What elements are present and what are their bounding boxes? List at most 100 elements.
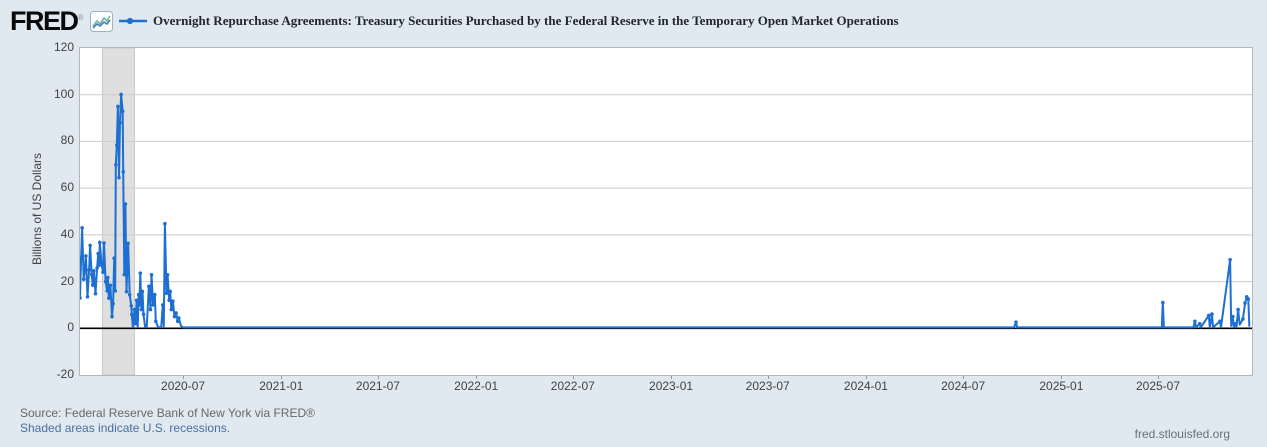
data-point-marker[interactable] bbox=[137, 303, 142, 307]
data-point-marker[interactable] bbox=[1218, 319, 1222, 324]
data-point-marker[interactable] bbox=[97, 263, 102, 268]
data-point-marker[interactable] bbox=[97, 240, 102, 245]
data-point-marker[interactable] bbox=[107, 296, 111, 300]
data-point-marker[interactable] bbox=[113, 289, 118, 293]
recession-note-link[interactable]: Shaded areas indicate U.S. recessions. bbox=[20, 421, 231, 435]
data-point-marker[interactable] bbox=[84, 254, 88, 258]
data-point-marker[interactable] bbox=[134, 298, 139, 303]
data-point-marker[interactable] bbox=[1206, 313, 1211, 318]
data-point-marker[interactable] bbox=[176, 316, 181, 320]
data-point-marker[interactable] bbox=[148, 307, 153, 312]
data-point-marker[interactable] bbox=[122, 272, 127, 277]
data-point-marker[interactable] bbox=[151, 303, 155, 307]
data-point-marker[interactable] bbox=[83, 268, 87, 272]
data-point-marker[interactable] bbox=[168, 289, 173, 294]
x-tick-label: 2024-07 bbox=[941, 379, 986, 393]
data-point-marker[interactable] bbox=[89, 272, 94, 277]
x-tick-mark bbox=[183, 375, 185, 379]
data-point-marker[interactable] bbox=[93, 291, 98, 296]
data-point-marker[interactable] bbox=[127, 292, 132, 297]
data-point-marker[interactable] bbox=[95, 266, 99, 270]
data-point-marker[interactable] bbox=[141, 312, 146, 317]
data-point-marker[interactable] bbox=[103, 279, 108, 284]
x-tick-label: 2024-01 bbox=[843, 379, 888, 393]
data-point-marker[interactable] bbox=[80, 226, 84, 230]
data-point-marker[interactable] bbox=[79, 256, 83, 261]
data-point-marker[interactable] bbox=[110, 314, 114, 319]
data-point-marker[interactable] bbox=[1243, 301, 1247, 305]
x-tick-label: 2025-01 bbox=[1039, 379, 1084, 393]
data-point-marker[interactable] bbox=[1210, 312, 1214, 316]
data-point-marker[interactable] bbox=[91, 283, 95, 287]
data-point-marker[interactable] bbox=[1246, 297, 1251, 301]
data-point-marker[interactable] bbox=[129, 304, 134, 308]
plot-area[interactable] bbox=[78, 47, 1253, 376]
x-tick-label: 2021-01 bbox=[259, 379, 304, 393]
data-point-marker[interactable] bbox=[1014, 320, 1018, 325]
data-point-marker[interactable] bbox=[140, 289, 145, 294]
x-tick-label: 2023-01 bbox=[649, 379, 694, 393]
data-point-marker[interactable] bbox=[175, 319, 180, 324]
data-point-marker[interactable] bbox=[99, 261, 104, 265]
data-point-marker[interactable] bbox=[119, 92, 123, 97]
data-point-marker[interactable] bbox=[1241, 317, 1245, 321]
data-point-marker[interactable] bbox=[121, 169, 126, 174]
chart-title: Overnight Repurchase Agreements: Treasur… bbox=[153, 13, 899, 28]
data-point-marker[interactable] bbox=[160, 303, 165, 307]
data-point-marker[interactable] bbox=[111, 301, 115, 306]
data-point-marker[interactable] bbox=[105, 289, 110, 293]
data-point-marker[interactable] bbox=[1161, 300, 1165, 305]
data-point-marker[interactable] bbox=[152, 292, 157, 297]
data-point-marker[interactable] bbox=[102, 241, 106, 245]
data-point-marker[interactable] bbox=[118, 120, 122, 125]
data-point-marker[interactable] bbox=[81, 277, 86, 282]
data-point-marker[interactable] bbox=[108, 283, 113, 288]
data-point-marker[interactable] bbox=[96, 251, 100, 256]
data-point-marker[interactable] bbox=[123, 202, 128, 206]
data-point-marker[interactable] bbox=[126, 241, 130, 246]
data-point-marker[interactable] bbox=[113, 162, 118, 167]
data-point-marker[interactable] bbox=[138, 271, 143, 275]
data-point-marker[interactable] bbox=[105, 275, 110, 280]
data-point-marker[interactable] bbox=[120, 109, 125, 114]
data-point-marker[interactable] bbox=[116, 104, 120, 109]
data-point-marker[interactable] bbox=[1236, 307, 1240, 312]
data-point-marker[interactable] bbox=[174, 311, 178, 315]
data-point-marker[interactable] bbox=[78, 296, 82, 300]
recession-band bbox=[101, 47, 135, 376]
fred-logo[interactable]: FRED® bbox=[10, 6, 84, 36]
data-point-marker[interactable] bbox=[154, 319, 158, 324]
data-point-marker[interactable] bbox=[101, 270, 105, 275]
data-point-marker[interactable] bbox=[132, 307, 137, 312]
data-point-marker[interactable] bbox=[117, 175, 121, 180]
data-point-marker[interactable] bbox=[133, 321, 138, 326]
data-point-marker[interactable] bbox=[163, 221, 167, 226]
data-point-marker[interactable] bbox=[172, 314, 177, 319]
data-point-marker[interactable] bbox=[165, 272, 170, 277]
x-tick-mark bbox=[476, 375, 478, 379]
data-point-marker[interactable] bbox=[167, 298, 171, 303]
data-point-marker[interactable] bbox=[87, 268, 91, 272]
data-point-marker[interactable] bbox=[149, 272, 154, 277]
data-point-marker[interactable] bbox=[169, 307, 174, 312]
data-point-marker[interactable] bbox=[139, 307, 144, 312]
data-point-marker[interactable] bbox=[1228, 257, 1232, 262]
data-point-marker[interactable] bbox=[92, 269, 96, 273]
data-point-marker[interactable] bbox=[136, 292, 141, 297]
data-point-marker[interactable] bbox=[1230, 314, 1235, 319]
data-point-marker[interactable] bbox=[164, 291, 169, 296]
data-point-marker[interactable] bbox=[1233, 321, 1237, 326]
data-point-marker[interactable] bbox=[88, 243, 92, 248]
data-point-marker[interactable] bbox=[1197, 321, 1202, 326]
data-point-marker[interactable] bbox=[124, 289, 129, 294]
data-point-marker[interactable] bbox=[129, 312, 134, 317]
x-tick-mark bbox=[963, 375, 965, 379]
data-point-marker[interactable] bbox=[112, 256, 116, 261]
x-tick-mark bbox=[1061, 375, 1063, 379]
series-line[interactable] bbox=[79, 93, 1251, 329]
data-point-marker[interactable] bbox=[171, 299, 175, 303]
data-point-marker[interactable] bbox=[85, 294, 90, 299]
data-point-marker[interactable] bbox=[115, 143, 119, 147]
data-point-marker[interactable] bbox=[147, 284, 151, 289]
data-point-marker[interactable] bbox=[1193, 319, 1197, 324]
